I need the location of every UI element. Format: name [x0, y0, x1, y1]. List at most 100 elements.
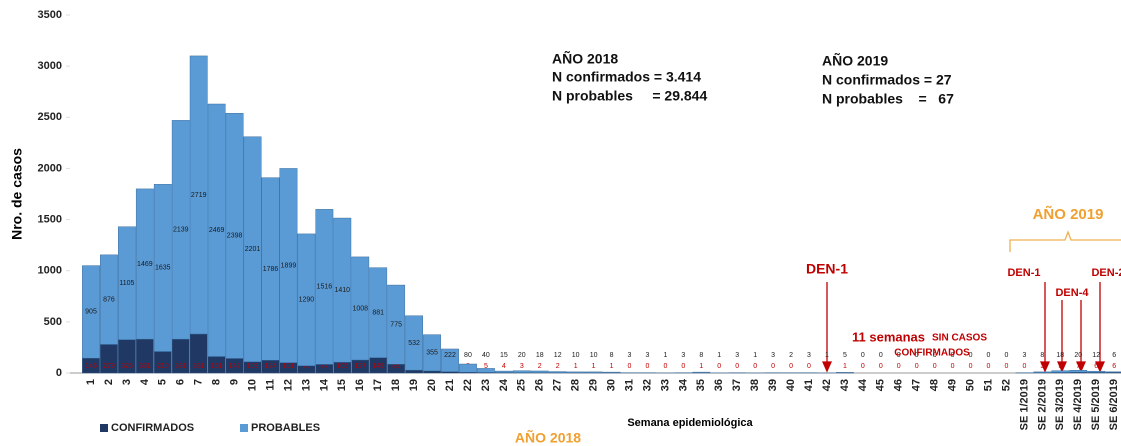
value-label: 2 — [789, 352, 793, 359]
value-label: 3 — [681, 352, 685, 359]
bar-segment — [297, 233, 316, 367]
value-label: 1 — [663, 352, 667, 359]
value-label: 1 — [610, 363, 614, 370]
value-label: 0 — [915, 352, 919, 359]
x-tick-label: 38 — [749, 379, 761, 391]
bar-segment — [171, 120, 190, 340]
x-tick-label: 8 — [211, 379, 223, 385]
annotation: DEN-1 — [806, 261, 848, 277]
bar-segment — [1033, 371, 1052, 373]
x-tick-label: 15 — [336, 379, 348, 391]
bar-segment — [1087, 370, 1106, 373]
x-tick-label: 37 — [731, 379, 743, 391]
x-tick-label: 9 — [229, 379, 241, 385]
value-label: 0 — [861, 352, 865, 359]
value-label: 2398 — [227, 233, 243, 240]
x-tick-label: 24 — [498, 378, 510, 391]
bar-segment — [1051, 370, 1070, 373]
value-label: 3 — [520, 363, 524, 370]
value-label: 1786 — [263, 266, 279, 273]
bar-segment — [351, 256, 370, 361]
x-tick-label: 51 — [982, 379, 994, 391]
annotation: DEN-2 — [1091, 267, 1121, 279]
value-label: 381 — [193, 363, 205, 370]
value-label: 0 — [717, 363, 721, 370]
value-label: 0 — [735, 363, 739, 370]
value-label: 876 — [103, 297, 115, 304]
value-label: 1 — [699, 363, 703, 370]
value-label: 2469 — [209, 227, 225, 234]
bar-segment — [207, 103, 226, 357]
bar-segment — [387, 284, 406, 365]
value-label: 222 — [444, 352, 456, 359]
value-label: 210 — [157, 363, 169, 370]
brace — [1009, 230, 1121, 252]
value-label: 0 — [1004, 352, 1008, 359]
value-label: 331 — [139, 363, 151, 370]
x-tick-label: 7 — [193, 379, 205, 385]
value-label: 0 — [987, 352, 991, 359]
bar-segment — [494, 370, 513, 373]
value-label: 1 — [753, 352, 757, 359]
legend-label: CONFIRMADOS — [111, 422, 194, 434]
value-label: 6 — [1112, 352, 1116, 359]
value-label: 84 — [320, 363, 328, 370]
x-tick-label: 14 — [318, 378, 330, 391]
y-tick-label: 1500 — [38, 213, 62, 225]
value-label: 5 — [843, 352, 847, 359]
bar-segment — [279, 168, 298, 363]
value-label: 5 — [484, 363, 488, 370]
value-label: 532 — [408, 340, 420, 347]
value-label: 3 — [1040, 363, 1044, 370]
value-label: 145 — [85, 363, 97, 370]
bar-segment — [477, 368, 495, 373]
value-label: 1 — [843, 363, 847, 370]
y-axis-label: Nro. de casos — [9, 148, 25, 240]
x-tick-label: 6 — [175, 379, 187, 385]
bar-segment — [836, 372, 854, 374]
value-label: 0 — [879, 352, 883, 359]
bar-segment — [189, 55, 208, 335]
value-label: 3 — [628, 352, 632, 359]
x-tick-label: 44 — [857, 378, 869, 391]
value-label: 8 — [610, 352, 614, 359]
value-label: 1 — [592, 363, 596, 370]
x-tick-label: 34 — [677, 378, 689, 391]
value-label: 0 — [897, 363, 901, 370]
value-label: 0 — [951, 363, 955, 370]
x-tick-label: 28 — [570, 379, 582, 391]
value-label: 1105 — [119, 280, 134, 287]
x-tick-label: 48 — [929, 379, 941, 391]
value-label: 20 — [518, 352, 526, 359]
x-tick-label: 3 — [121, 379, 133, 385]
x-tick-label: SE 1/2019 — [1018, 379, 1030, 430]
value-label: 0 — [628, 363, 632, 370]
x-tick-label: 43 — [839, 379, 851, 391]
value-label: 3 — [807, 352, 811, 359]
value-label: 2201 — [245, 246, 261, 253]
x-tick-label: 35 — [695, 379, 707, 391]
value-label: 1 — [825, 352, 829, 359]
value-label: 355 — [426, 350, 438, 357]
bar-segment — [100, 254, 118, 345]
x-tick-label: 33 — [659, 379, 671, 391]
x-tick-label: 29 — [588, 379, 600, 391]
x-tick-label: 52 — [1000, 379, 1012, 391]
x-tick-label: 42 — [821, 379, 833, 391]
value-label: 3 — [645, 352, 649, 359]
x-tick-label: 17 — [372, 379, 384, 391]
bar-segment — [512, 370, 531, 373]
value-label: 331 — [175, 363, 187, 370]
value-label: 881 — [372, 310, 384, 317]
bar-segment — [441, 348, 459, 372]
value-label: 0 — [825, 363, 829, 370]
bar-segment — [405, 315, 423, 371]
bar-segment — [135, 188, 154, 340]
value-label: 7 — [1076, 363, 1080, 370]
x-tick-label: 46 — [893, 379, 905, 391]
x-tick-label: SE 2/2019 — [1036, 379, 1048, 430]
x-tick-label: 1 — [85, 379, 97, 385]
value-label: 905 — [85, 309, 97, 316]
x-tick-label: 25 — [516, 379, 528, 391]
x-tick-label: 21 — [444, 379, 456, 391]
